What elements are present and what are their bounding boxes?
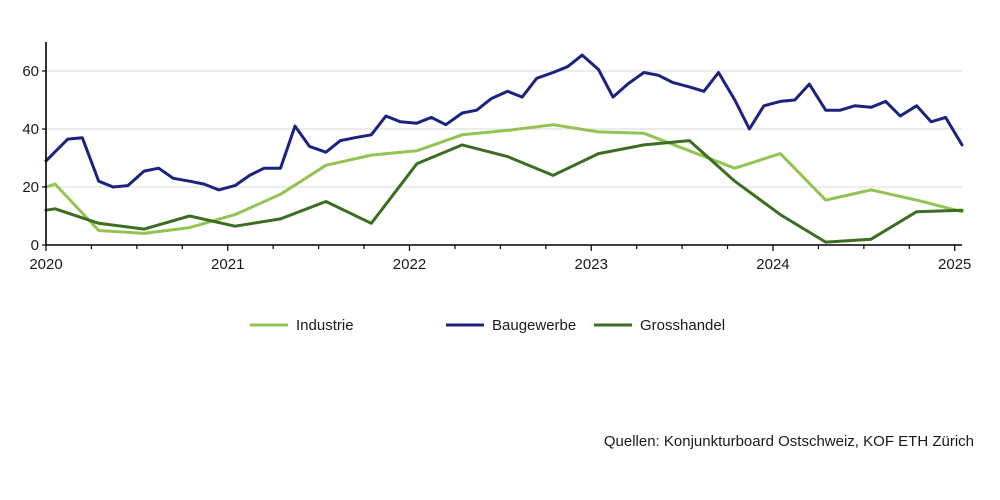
x-tick-label: 2025	[938, 256, 971, 273]
legend-label-grosshandel: Grosshandel	[640, 317, 725, 334]
y-tick-label: 40	[22, 121, 39, 138]
series-line-industrie	[44, 123, 964, 235]
x-tick-label: 2022	[393, 256, 426, 273]
series-line-grosshandel	[44, 139, 964, 244]
tick-labels: 0 20 40 60 2020 2021 2022 2023 2024 2025	[22, 63, 971, 273]
x-tick-label: 2020	[29, 256, 62, 273]
legend-label-industrie: Industrie	[296, 317, 354, 334]
y-tick-label: 20	[22, 179, 39, 196]
legend-label-baugewerbe: Baugewerbe	[492, 317, 576, 334]
x-tick-label: 2023	[575, 256, 608, 273]
y-tick-label: 0	[31, 237, 39, 254]
axes	[42, 42, 962, 251]
source-note: Quellen: Konjunkturboard Ostschweiz, KOF…	[603, 433, 974, 450]
y-tick-label: 60	[22, 63, 39, 80]
gridlines	[46, 70, 962, 188]
x-tick-label: 2024	[756, 256, 789, 273]
x-tick-label: 2021	[211, 256, 244, 273]
series-line-baugewerbe	[44, 53, 964, 192]
legend: Industrie Baugewerbe Grosshandel	[250, 317, 725, 334]
series-lines	[44, 53, 964, 244]
